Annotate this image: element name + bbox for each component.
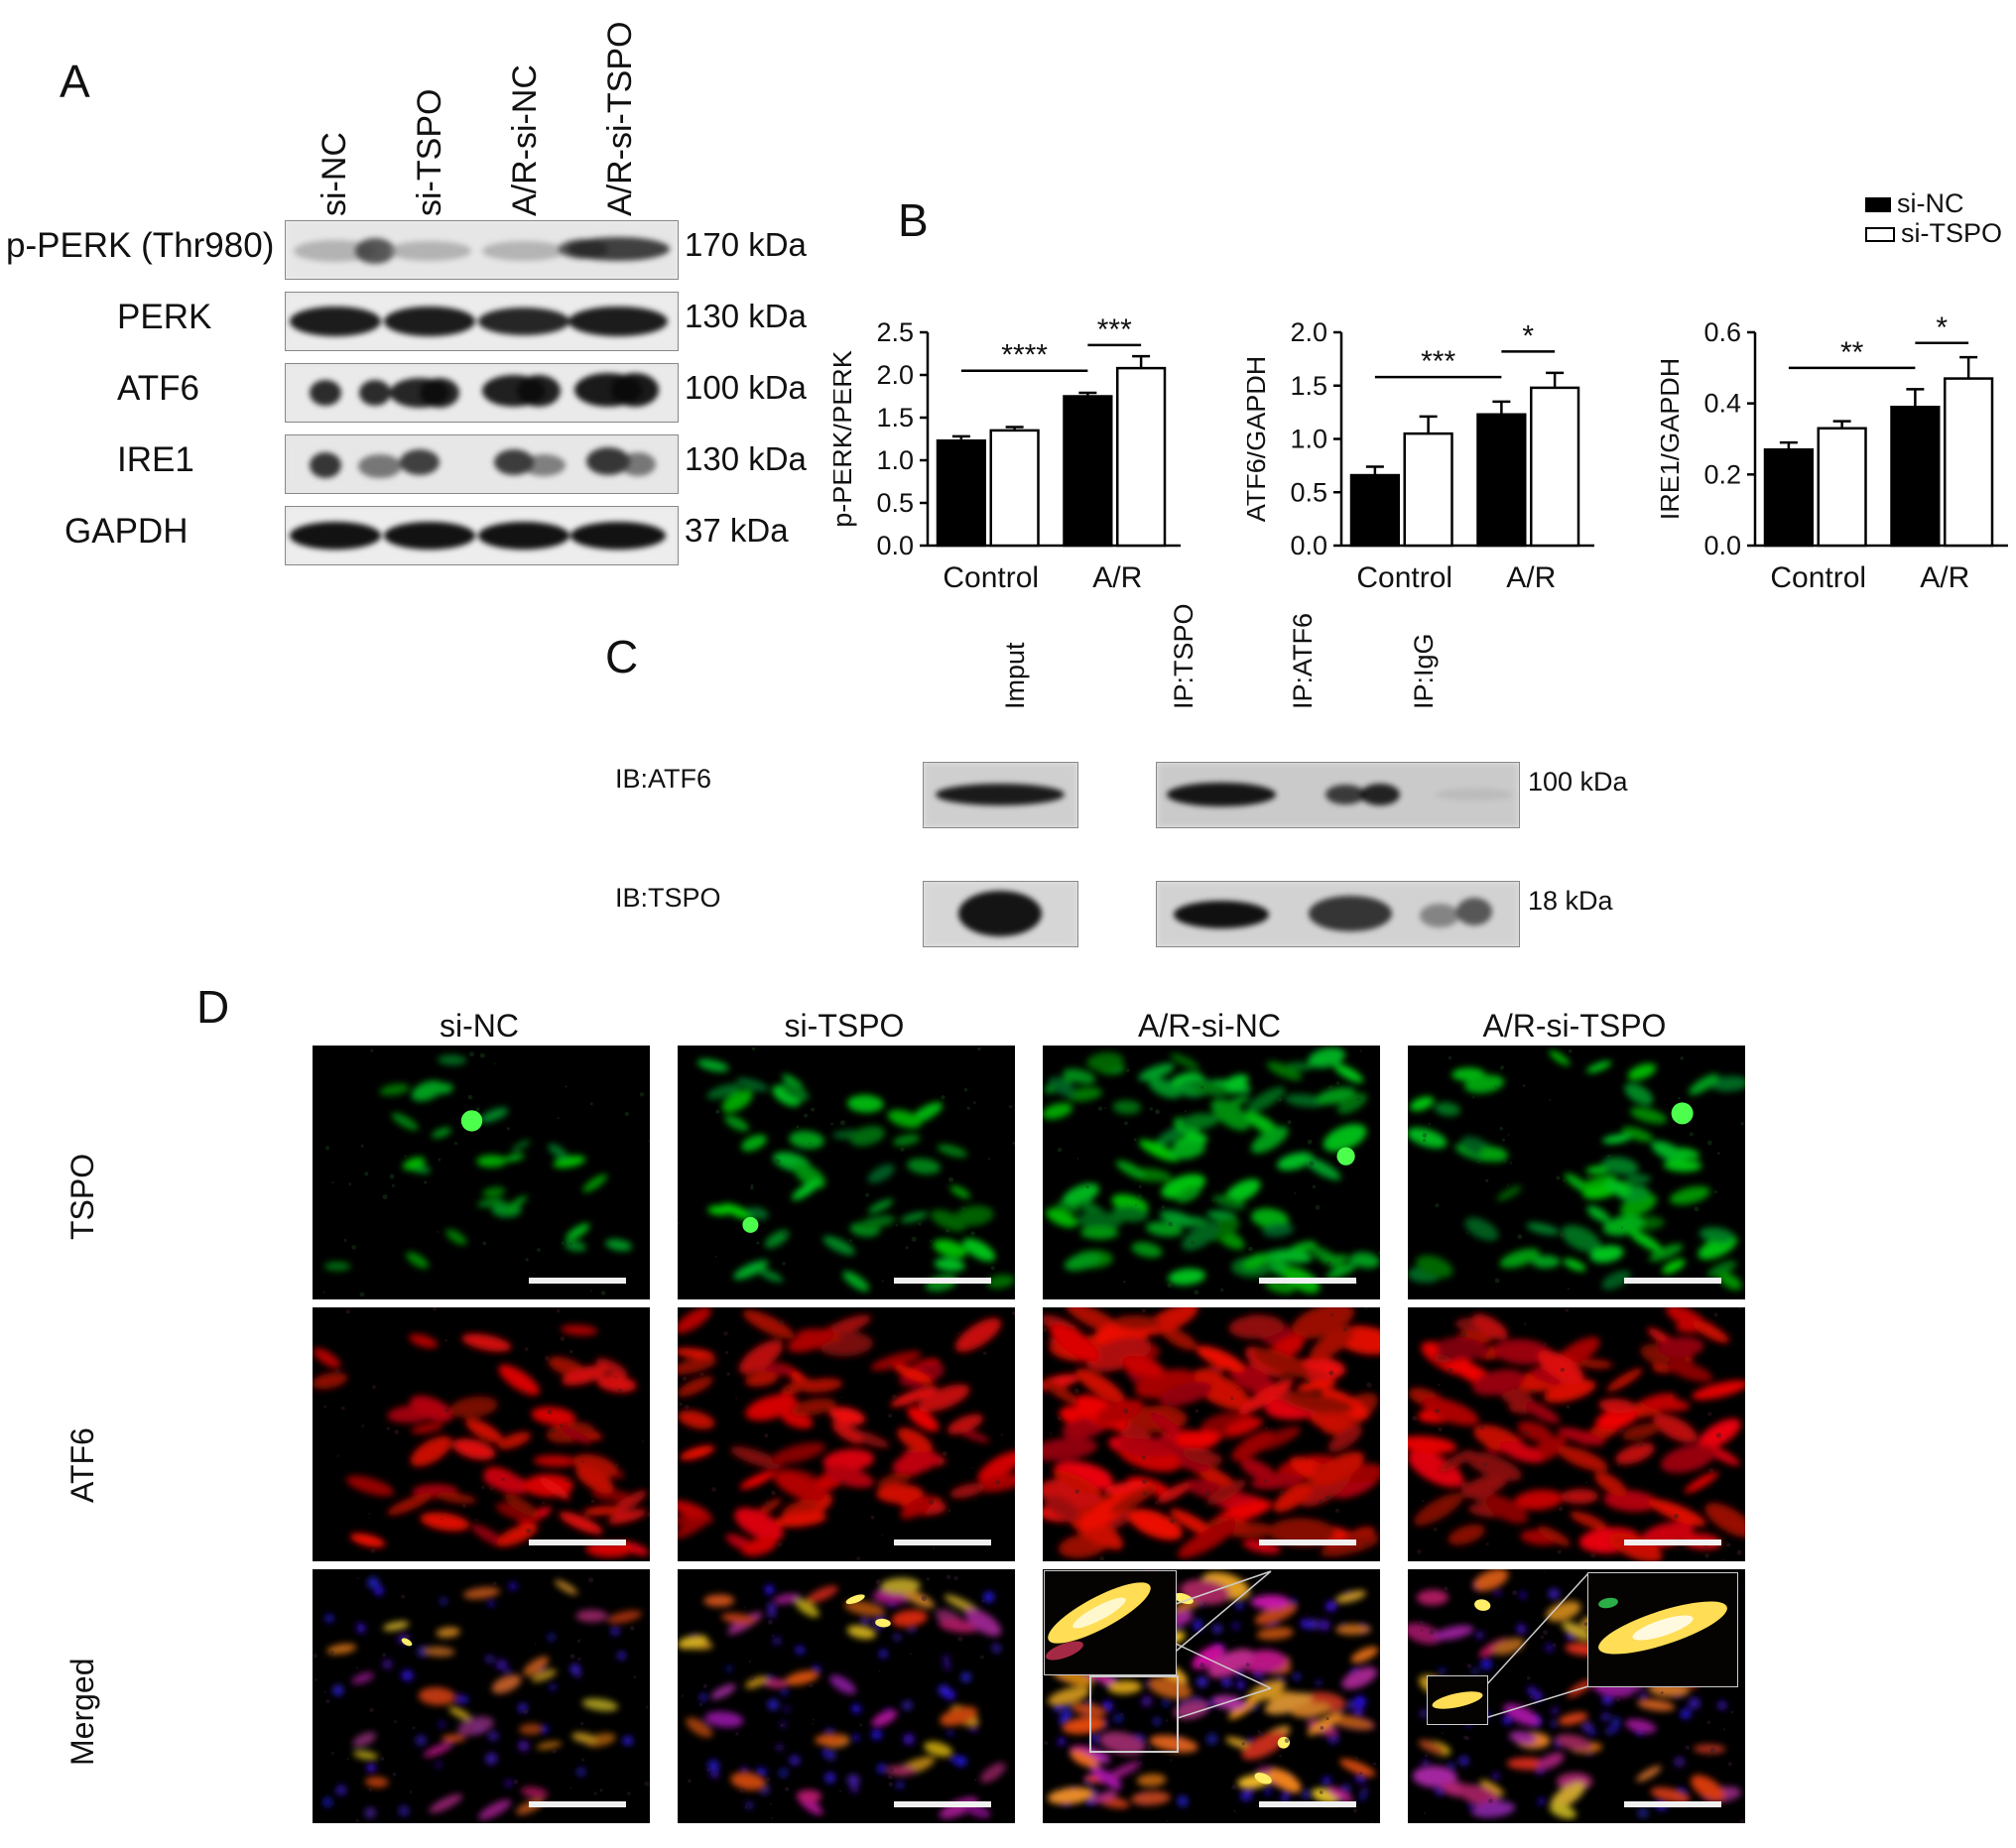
svg-text:0.6: 0.6	[1703, 317, 1741, 347]
svg-text:p-PERK/PERK: p-PERK/PERK	[833, 350, 857, 528]
svg-text:A/R: A/R	[1092, 561, 1142, 594]
svg-text:0.0: 0.0	[876, 531, 914, 560]
svg-text:2.5: 2.5	[876, 317, 914, 347]
svg-text:1.5: 1.5	[876, 403, 914, 432]
svg-text:****: ****	[1001, 339, 1048, 372]
svg-text:IRE1/GAPDH: IRE1/GAPDH	[1661, 358, 1685, 521]
svg-text:A/R: A/R	[1920, 561, 1969, 594]
svg-text:Control: Control	[1356, 561, 1452, 594]
svg-text:A/R: A/R	[1506, 561, 1556, 594]
svg-text:1.0: 1.0	[1290, 425, 1327, 454]
svg-text:**: **	[1840, 336, 1864, 369]
svg-text:2.0: 2.0	[1290, 317, 1327, 347]
svg-text:0.5: 0.5	[1290, 477, 1327, 507]
svg-text:Control: Control	[1770, 561, 1866, 594]
svg-text:1.0: 1.0	[876, 445, 914, 475]
svg-text:*: *	[1936, 311, 1948, 344]
svg-text:0.2: 0.2	[1703, 459, 1741, 489]
svg-text:0.0: 0.0	[1290, 531, 1327, 560]
svg-text:Control: Control	[943, 561, 1039, 594]
svg-text:***: ***	[1421, 345, 1455, 378]
svg-text:*: *	[1522, 319, 1534, 352]
svg-text:1.5: 1.5	[1290, 371, 1327, 401]
svg-text:ATF6/GAPDH: ATF6/GAPDH	[1247, 356, 1271, 523]
svg-text:0.5: 0.5	[876, 488, 914, 518]
svg-text:0.4: 0.4	[1703, 389, 1741, 419]
svg-text:***: ***	[1097, 313, 1132, 346]
svg-text:2.0: 2.0	[876, 360, 914, 390]
svg-text:0.0: 0.0	[1703, 531, 1741, 560]
